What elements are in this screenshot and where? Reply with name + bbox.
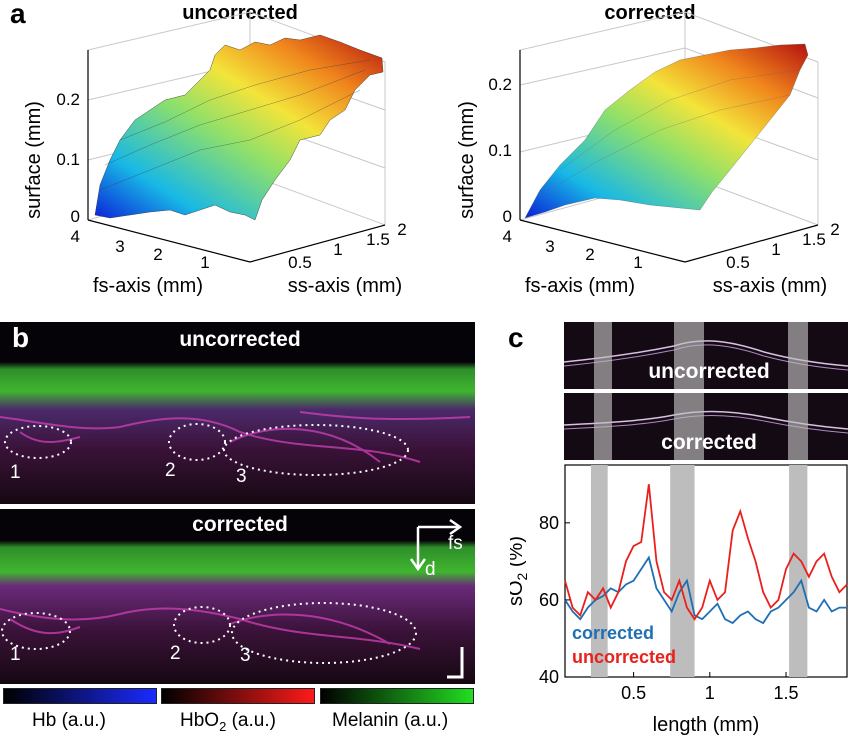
panel-c-uncorrected-label: uncorrected (648, 360, 770, 383)
y-tick-label-1: 60 (539, 590, 559, 610)
panel-c-letter: c (508, 322, 524, 353)
panel-b-uncorrected-label: uncorrected (179, 328, 301, 351)
panel-a-right-title: corrected (604, 2, 696, 24)
left-fs-tick-3: 1 (200, 253, 209, 272)
colorbar-melanin (320, 688, 474, 704)
d-arrow-head (409, 558, 427, 572)
x-tick-label-1: 1 (705, 683, 715, 703)
right-3d-axis-lines (519, 50, 819, 263)
right-surface (524, 43, 809, 219)
right-fs-tick-0: 4 (503, 227, 512, 246)
panel-b-corrected-label: corrected (192, 513, 288, 536)
roi-label-3-top: 3 (236, 466, 247, 487)
x-tick-label-0: 0.5 (621, 683, 646, 703)
colorbar-hb-label: Hb (a.u.) (32, 710, 106, 731)
fs-arrow-head (449, 518, 463, 536)
left-surface (94, 34, 384, 221)
left-z-tick-2: 0.2 (56, 90, 80, 109)
chart-lines (564, 484, 848, 625)
y-tick-label-2: 80 (539, 513, 559, 533)
left-z-tick-1: 0.1 (56, 150, 80, 169)
roi-3-top (223, 424, 409, 476)
chart-ylabel: sO2 (%) (510, 536, 530, 606)
left-fs-tick-0: 4 (71, 227, 80, 246)
right-ss-tick-3: 2 (830, 220, 839, 239)
panel-b-uncorrected-image: uncorrected 1 2 3 (0, 322, 475, 504)
shaded-region-3 (789, 465, 808, 677)
left-ss-tick-2: 1.5 (366, 230, 390, 249)
shaded-region-2 (670, 465, 695, 677)
series-line-uncorrected (564, 484, 848, 621)
right-z-tick-1: 0.1 (488, 141, 512, 160)
right-ss-tick-2: 1.5 (802, 230, 826, 249)
panel-c-corrected-strip: corrected (564, 393, 848, 460)
panel-c-bottom-strip-art (564, 393, 848, 460)
roi-2-bottom (173, 606, 231, 644)
roi-1-top (4, 425, 72, 459)
right-z-tick-0: 0 (503, 207, 512, 226)
roi-label-2-top: 2 (165, 460, 176, 481)
left-fs-tick-2: 2 (153, 245, 162, 264)
panel-a-letter: a (10, 0, 26, 29)
panel-a-plots: 0 0.1 0.2 4 3 2 1 0.5 1 1.5 2 surface (m… (23, 11, 840, 297)
left-fs-label: fs-axis (mm) (93, 275, 203, 297)
colorbar-hbo2 (161, 688, 315, 704)
chart-shaded-regions (590, 465, 808, 677)
corrected-image-art (0, 509, 475, 684)
series-line-corrected (564, 555, 847, 625)
right-fs-tick-3: 1 (633, 253, 642, 272)
roi-label-3-bottom: 3 (240, 645, 251, 666)
legend-corrected: corrected (572, 623, 654, 643)
uncorrected-image-art (0, 322, 475, 504)
roi-label-1-bottom: 1 (10, 644, 21, 665)
right-fs-tick-1: 3 (545, 237, 554, 256)
chart-ticks: 0.5 1 1.5 40 60 80 (539, 513, 799, 703)
left-3d-axis-lines (87, 50, 386, 263)
left-ss-tick-0: 0.5 (288, 253, 312, 272)
x-tick-label-2: 1.5 (774, 683, 799, 703)
so2-line-chart: 0.5 1 1.5 40 60 80 sO2 (%) length (mm) correc… (510, 464, 848, 736)
panel-c-top-strip-art (564, 322, 848, 389)
roi-label-2-bottom: 2 (170, 643, 181, 664)
left-z-label: surface (mm) (23, 101, 45, 219)
panel-c-corrected-label: corrected (661, 431, 757, 454)
right-z-label: surface (mm) (456, 101, 478, 219)
arrow-d-label: d (425, 559, 436, 580)
legend-uncorrected: uncorrected (572, 647, 676, 667)
panel-b-bottom-rois (1, 518, 464, 679)
roi-2-top (168, 423, 226, 461)
roi-1-bottom (1, 612, 71, 650)
right-fs-label: fs-axis (mm) (525, 275, 635, 297)
roi-3-bottom (231, 602, 417, 664)
colorbar-melanin-label: Melanin (a.u.) (332, 710, 449, 731)
panel-b-letter: b (12, 322, 30, 353)
panel-b-corrected-image: corrected fs d 1 2 3 (0, 509, 475, 684)
left-z-tick-0: 0 (71, 207, 80, 226)
right-ss-label: ss-axis (mm) (713, 275, 827, 297)
right-z-tick-2: 0.2 (488, 75, 512, 94)
roi-label-1-top: 1 (10, 462, 21, 483)
colorbar-hb (3, 688, 157, 704)
panel-c-uncorrected-strip: uncorrected (564, 322, 848, 389)
chart-xlabel: length (mm) (653, 714, 760, 736)
right-fs-tick-2: 2 (585, 245, 594, 264)
left-ss-tick-1: 1 (333, 240, 342, 259)
left-ss-tick-3: 2 (397, 220, 406, 239)
colorbar-hbo2-label: HbO2 (a.u.) (180, 710, 276, 734)
right-ss-tick-1: 1 (771, 240, 780, 259)
right-ss-tick-0: 0.5 (726, 253, 750, 272)
scale-bar (447, 647, 464, 679)
left-ss-label: ss-axis (mm) (288, 275, 402, 297)
panel-b-top-rois (4, 423, 409, 476)
arrow-fs-label: fs (448, 533, 463, 554)
shaded-region-1 (590, 465, 608, 677)
left-fs-tick-1: 3 (115, 237, 124, 256)
y-tick-label-0: 40 (539, 667, 559, 687)
